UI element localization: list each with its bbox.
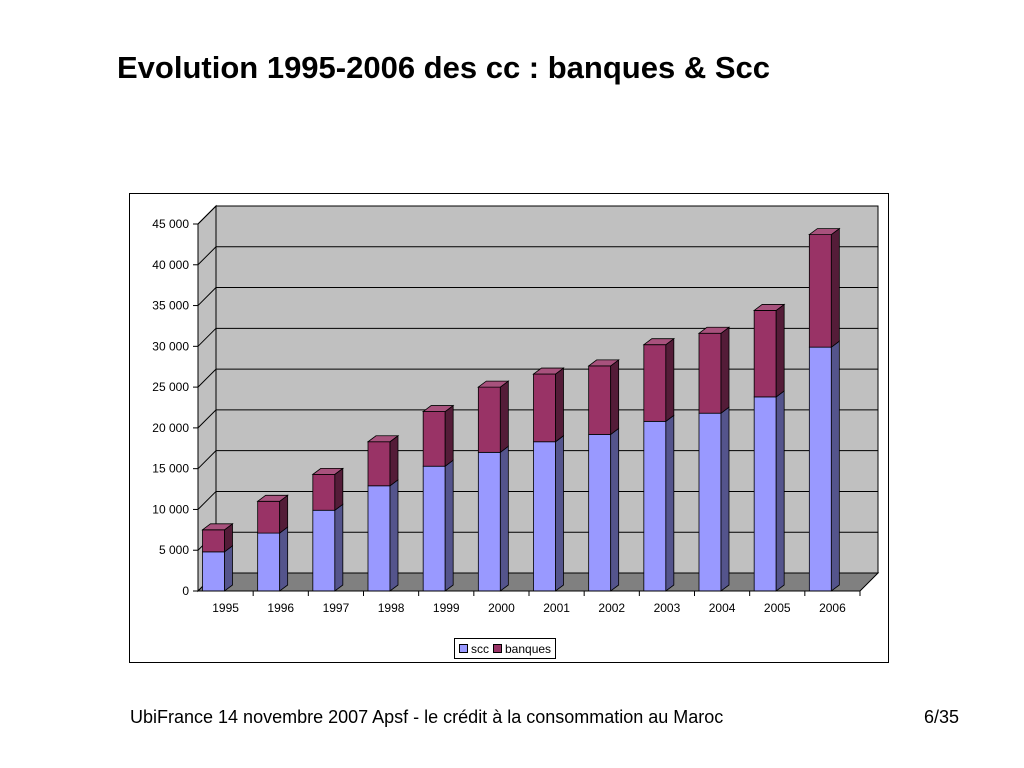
bar-banques-1998 [367, 441, 391, 487]
bar-side-banques-2001 [555, 367, 564, 443]
bar-scc-2000 [477, 451, 501, 592]
bar-top-banques-2006 [808, 228, 841, 236]
bar-top-banques-2004 [697, 326, 731, 334]
bar-scc-1997 [312, 509, 336, 592]
bar-side-banques-2004 [720, 326, 730, 415]
y-tick-label: 5 000 [159, 543, 189, 557]
bar-side-banques-1997 [334, 467, 344, 512]
bar-banques-2005 [753, 310, 777, 398]
bar-side-scc-1996 [279, 526, 289, 592]
bar-scc-2005 [753, 396, 777, 592]
bar-scc-1998 [367, 485, 391, 592]
bar-side-scc-2003 [665, 414, 675, 592]
stacked-bar-chart: 0 5 000 10 000 15 000 20 000 25 000 30 000 35 0… [152, 204, 880, 615]
bar-side-scc-2006 [830, 340, 840, 592]
legend-item-banques: banques [493, 642, 551, 656]
bar-scc-2006 [808, 346, 832, 592]
bar-side-banques-1996 [279, 494, 289, 534]
bar-top-banques-2003 [642, 338, 676, 346]
bar-side-scc-2000 [499, 445, 509, 592]
x-tick-label: 1995 [212, 601, 239, 615]
bar-side-scc-1997 [334, 503, 344, 592]
x-tick-label: 1996 [267, 601, 294, 615]
bar-scc-1996 [257, 532, 281, 592]
y-tick-label: 45 000 [152, 217, 189, 231]
bar-side-banques-1998 [389, 434, 399, 487]
bar-top-banques-1995 [201, 523, 234, 531]
x-tick-label: 2003 [654, 601, 681, 615]
x-tick-label: 2002 [598, 601, 625, 615]
y-tick-label: 10 000 [152, 502, 189, 516]
bar-top-banques-1998 [366, 435, 400, 443]
bar-banques-1999 [422, 411, 446, 467]
bar-banques-2002 [588, 365, 612, 435]
footer-text: UbiFrance 14 novembre 2007 Apsf - le cré… [130, 707, 724, 727]
y-tick-label: 35 000 [152, 299, 189, 313]
x-tick-label: 1998 [378, 601, 405, 615]
bar-side-scc-1998 [389, 478, 399, 592]
bar-top-banques-1997 [311, 467, 345, 475]
legend-label-banques: banques [505, 641, 552, 656]
bar-side-banques-2005 [775, 303, 785, 398]
y-tick-label: 25 000 [152, 380, 189, 394]
bar-banques-2006 [808, 234, 832, 348]
bar-side-scc-1999 [444, 459, 454, 592]
bar-top-banques-1996 [256, 494, 289, 502]
bar-scc-1999 [422, 465, 446, 592]
legend-label-scc: scc [471, 641, 489, 656]
page-number: 6/35 [924, 707, 960, 727]
x-tick-label: 2006 [819, 601, 846, 615]
gridline [197, 205, 878, 225]
bar-side-scc-2004 [720, 406, 730, 592]
bar-top-banques-1999 [421, 405, 455, 412]
y-tick-label: 0 [182, 584, 189, 598]
bar-scc-2003 [643, 420, 667, 592]
bar-top-banques-2005 [752, 304, 786, 311]
bar-scc-2004 [698, 412, 722, 592]
y-tick-label: 30 000 [152, 339, 189, 353]
gridline [197, 327, 878, 347]
legend-swatch-banques [493, 644, 502, 653]
bar-side-banques-1999 [444, 404, 454, 468]
bar-scc-2002 [588, 434, 612, 592]
x-tick-label: 1997 [323, 601, 350, 615]
chart-area: 0 5 000 10 000 15 000 20 000 25 000 30 000 35 0… [129, 193, 889, 663]
bar-scc-1995 [202, 551, 225, 592]
x-tick-label: 2000 [488, 601, 515, 615]
legend-swatch-scc [459, 644, 468, 653]
bar-banques-2001 [533, 373, 556, 443]
bar-banques-2004 [698, 332, 722, 414]
x-tick-label: 2005 [764, 601, 791, 615]
chart-legend: scc banques [454, 638, 557, 659]
bar-side-scc-1995 [224, 545, 233, 592]
bar-side-banques-2003 [665, 337, 675, 423]
bar-top-banques-2002 [587, 359, 620, 367]
x-tick-label: 1999 [433, 601, 460, 615]
slide-title: Evolution 1995-2006 des cc : banques & S… [117, 50, 770, 85]
x-tick-label: 2001 [543, 601, 570, 615]
bar-side-scc-2005 [775, 390, 785, 592]
bar-banques-1995 [202, 529, 225, 553]
bar-banques-1997 [312, 473, 336, 511]
y-tick-label: 20 000 [152, 421, 189, 435]
bar-scc-2001 [533, 441, 556, 592]
bar-banques-2003 [643, 344, 667, 422]
x-tick-label: 2004 [709, 601, 736, 615]
bar-side-scc-2002 [610, 427, 620, 592]
bar-banques-1996 [257, 500, 281, 534]
bar-side-banques-2000 [499, 380, 509, 454]
bar-top-banques-2000 [477, 380, 510, 388]
bar-side-banques-2006 [830, 227, 840, 348]
bar-side-banques-2002 [610, 359, 620, 436]
y-tick-label: 40 000 [152, 258, 189, 272]
bar-banques-2000 [477, 386, 501, 453]
gridline [197, 287, 878, 306]
legend-item-scc: scc [459, 642, 489, 656]
gridline [197, 246, 878, 266]
bar-top-banques-2001 [532, 367, 565, 375]
y-tick-label: 15 000 [152, 462, 189, 476]
bar-side-scc-2001 [555, 434, 564, 592]
